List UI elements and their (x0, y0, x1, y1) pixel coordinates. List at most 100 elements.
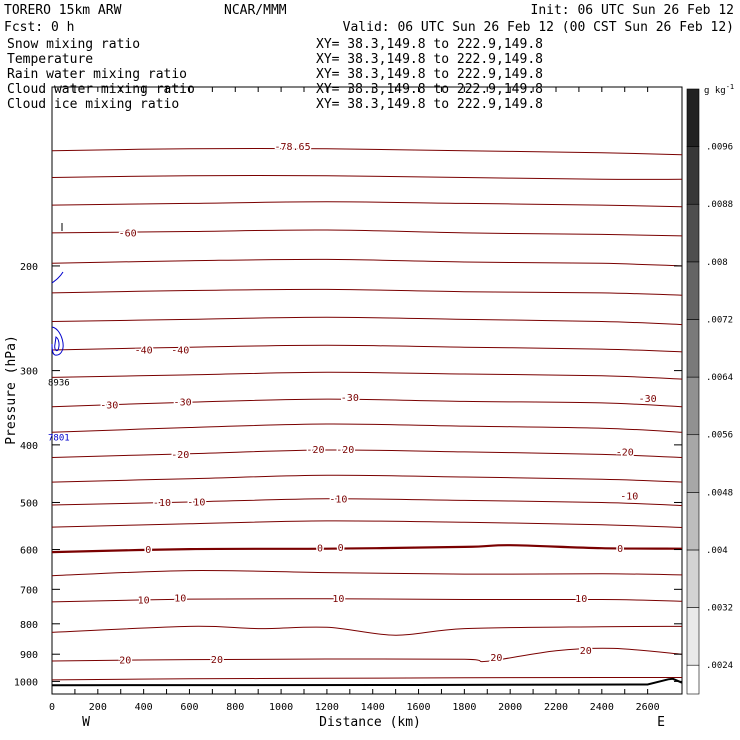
isotherm-line (51, 371, 683, 380)
isotherm-label: -30 (100, 401, 118, 412)
isotherm-line (51, 316, 683, 326)
isotherm-label: -20 (616, 447, 634, 458)
x-tick-label: 0 (49, 702, 55, 713)
colorbar-swatch (686, 434, 700, 493)
isotherm-line (51, 570, 683, 577)
field-name-4: Cloud ice mixing ratio (7, 97, 179, 112)
isotherm-lines (51, 147, 683, 681)
x-tick-label: 2400 (590, 702, 614, 713)
x-tick-label: 1400 (361, 702, 385, 713)
org-label: NCAR/MMM (224, 3, 287, 18)
isotherm-label: -30 (174, 398, 192, 409)
isotherm-labels: -78.65 -60 -40 -40 -30 -30 -30 -30 -20 -20 -20 -20 -… (99, 141, 658, 668)
colorbar-swatch (686, 376, 700, 436)
isotherm-line (51, 449, 683, 458)
isotherm-label: -60 (119, 228, 137, 239)
isotherm-line (51, 398, 683, 408)
isotherm-line (51, 229, 683, 237)
plot-frame (51, 86, 683, 695)
colorbar-units-exponent: -1 (726, 83, 734, 91)
isotherm-label: 10 (575, 594, 587, 605)
isotherm-label: -20 (171, 450, 189, 461)
y-tick-label: 400 (20, 441, 38, 452)
cloud-water-contour (51, 271, 64, 284)
isotherm-label: -78.65 (274, 142, 310, 153)
y-tick-label: 900 (20, 650, 38, 661)
colorbar-tick-label: .0048 (706, 488, 733, 498)
isotherm-label: 10 (332, 594, 344, 605)
isotherm-label: -40 (135, 346, 153, 357)
colorbar-swatch (686, 203, 700, 263)
title-block: TORERO 15km ARW NCAR/MMM Init: 06 UTC Su… (4, 3, 734, 112)
x-tick-label: 400 (135, 702, 153, 713)
isotherm-line (51, 598, 683, 603)
field-name-3: Cloud water mixing ratio (7, 82, 195, 97)
isotherm-line (51, 288, 683, 296)
x-tick-label: 1000 (269, 702, 293, 713)
isotherm-line (51, 258, 683, 267)
isotherm-line (51, 625, 683, 636)
y-tick-label: 700 (20, 585, 38, 596)
colorbar-tick-label: .004 (706, 546, 728, 556)
y-tick-label: 300 (20, 367, 38, 378)
colorbar-swatch (686, 146, 700, 205)
colorbar-swatch (686, 607, 700, 666)
field-xy-2: XY= 38.3,149.8 to 222.9,149.8 (316, 67, 543, 82)
colorbar-swatch (686, 664, 700, 695)
isotherm-line (51, 174, 683, 180)
x-tick-label: 1800 (452, 702, 476, 713)
colorbar-tick-label: .0056 (706, 431, 733, 441)
y-tick-label: 200 (20, 262, 38, 273)
y-tick-label: 800 (20, 620, 38, 631)
isotherm-label: 20 (490, 653, 502, 664)
colorbar-tick-label: .0096 (706, 143, 733, 153)
colorbar-units-base: g kg (704, 86, 726, 96)
colorbar-swatch (686, 549, 700, 608)
colorbar-tick-label: .008 (706, 258, 728, 268)
y-tick-label: 1000 (14, 677, 38, 688)
isotherm-label: 20 (580, 646, 592, 657)
isotherm-label: 0 (338, 543, 344, 554)
x-tick-label: 200 (89, 702, 107, 713)
valid-time: Valid: 06 UTC Sun 26 Feb 12 (00 CST Sun … (343, 20, 734, 35)
field-xy-1: XY= 38.3,149.8 to 222.9,149.8 (316, 52, 543, 67)
isotherm-label: -10 (329, 494, 347, 505)
colorbar: g kg-1 .0024 .0032 .004 .0048 .0056 .0064 .007… (686, 83, 734, 695)
isotherm-label: 0 (617, 544, 623, 555)
cloud-water-value: 8936 (48, 379, 70, 389)
isotherm-label: 0 (145, 545, 151, 556)
x-tick-label: 800 (226, 702, 244, 713)
isotherm-label: -30 (639, 394, 657, 405)
colorbar-units: g kg-1 (704, 83, 734, 96)
isotherm-label: 10 (138, 595, 150, 606)
field-legend: Snow mixing ratio XY= 38.3,149.8 to 222.9… (7, 37, 543, 112)
isotherm-line (51, 520, 683, 528)
isotherm-label: -40 (171, 346, 189, 357)
isotherm-label: 20 (211, 655, 223, 666)
cloud-water-contours: 8936 7801 (48, 223, 70, 443)
x-tick-label: 2600 (636, 702, 660, 713)
colorbar-tick-label: .0072 (706, 315, 733, 325)
isotherm-label: 20 (119, 656, 131, 667)
field-name-0: Snow mixing ratio (7, 37, 140, 52)
field-xy-4: XY= 38.3,149.8 to 222.9,149.8 (316, 97, 543, 112)
isotherm-line (51, 676, 682, 681)
isotherm-label: -20 (306, 445, 324, 456)
colorbar-tick-label: .0032 (706, 604, 733, 614)
isotherm-line (51, 647, 683, 663)
terrain-line (51, 677, 683, 687)
isotherm-line (51, 474, 683, 483)
isotherm-line (51, 344, 683, 353)
colorbar-tick-label: .0088 (706, 200, 733, 210)
x-axis: 0 200 400 600 800 1000 1200 1400 1600 1800 2000 220… (49, 87, 660, 713)
terrain-surface (51, 677, 683, 687)
forecast-hour: Fcst: 0 h (4, 20, 74, 35)
y-axis-label: Pressure (hPa) (4, 335, 19, 445)
x-tick-label: 2000 (498, 702, 522, 713)
isotherm-label: 10 (174, 594, 186, 605)
model-title: TORERO 15km ARW (4, 3, 122, 18)
init-time: Init: 06 UTC Sun 26 Feb 12 (531, 3, 735, 18)
field-name-2: Rain water mixing ratio (7, 67, 187, 82)
